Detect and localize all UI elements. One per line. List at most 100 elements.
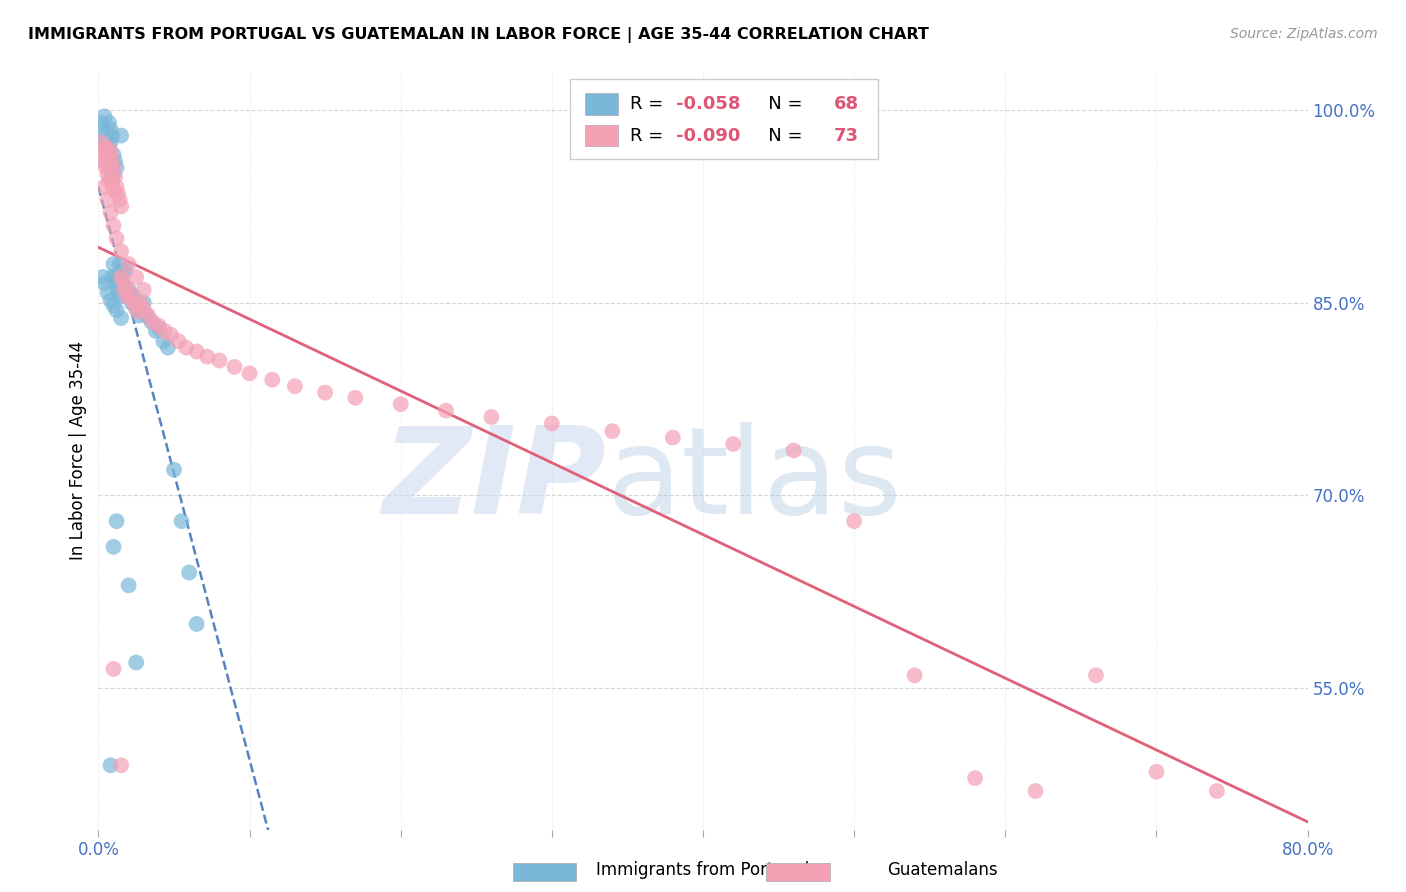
Point (108, 193, 131, 207)
Point (105, 303, 128, 318)
Point (105, 277, 128, 291)
Point (160, 327, 183, 342)
Point (179, 566, 201, 580)
Point (93, 141, 115, 155)
Point (96, 193, 118, 207)
Point (156, 341, 179, 355)
Point (141, 315, 163, 329)
Point (174, 341, 197, 355)
Point (783, 443, 806, 458)
Text: -0.058: -0.058 (676, 95, 741, 113)
Point (91, 270, 114, 285)
Point (163, 463, 186, 477)
Point (110, 270, 132, 285)
Point (114, 263, 136, 277)
Point (100, 144, 122, 158)
Point (94, 148, 117, 162)
Point (121, 295, 143, 310)
Point (112, 283, 135, 297)
Point (110, 244, 132, 259)
Point (101, 128, 124, 143)
Point (540, 417, 562, 431)
Point (108, 289, 131, 303)
Point (110, 199, 132, 213)
Point (115, 289, 138, 303)
Point (170, 514, 193, 528)
Point (152, 334, 174, 349)
Point (98, 154, 121, 169)
FancyBboxPatch shape (585, 94, 619, 114)
Point (103, 219, 125, 233)
Point (100, 122, 122, 136)
Point (96, 285, 118, 300)
Point (104, 169, 127, 184)
Point (124, 298, 146, 312)
Point (118, 285, 141, 300)
Point (145, 324, 167, 338)
Point (262, 373, 284, 387)
Point (90, 116, 112, 130)
Point (120, 289, 142, 303)
Point (105, 231, 128, 245)
Point (132, 295, 155, 310)
Point (1085, 668, 1108, 682)
Point (111, 272, 134, 286)
Point (195, 350, 218, 364)
Point (224, 359, 246, 374)
Point (96, 135, 118, 149)
Point (844, 514, 866, 528)
Point (108, 257, 131, 271)
Point (98, 141, 121, 155)
Point (114, 280, 136, 294)
Point (96, 141, 118, 155)
Point (101, 154, 124, 169)
Point (107, 283, 129, 297)
Point (100, 161, 122, 175)
Point (148, 321, 170, 335)
Point (100, 758, 122, 772)
Point (129, 295, 152, 310)
Point (100, 293, 122, 307)
Point (602, 424, 624, 438)
Point (103, 167, 125, 181)
Point (107, 186, 129, 201)
Point (100, 135, 122, 149)
Point (125, 656, 148, 670)
Point (111, 277, 134, 291)
Point (239, 367, 262, 381)
Point (110, 758, 132, 772)
Point (965, 771, 987, 785)
Point (110, 283, 132, 297)
Point (132, 302, 155, 317)
Point (103, 298, 125, 312)
Point (91, 122, 114, 136)
Point (389, 397, 412, 411)
Point (104, 270, 127, 285)
Point (124, 298, 146, 312)
Point (103, 148, 125, 162)
Point (96, 148, 118, 162)
Point (661, 431, 683, 445)
Point (136, 309, 159, 323)
Point (148, 318, 170, 333)
Text: R =: R = (630, 95, 669, 113)
Point (344, 391, 367, 405)
Point (121, 293, 143, 307)
Point (186, 344, 208, 359)
Point (125, 302, 148, 317)
Point (104, 154, 127, 169)
Text: -0.090: -0.090 (676, 127, 741, 145)
Point (132, 283, 155, 297)
Point (481, 410, 503, 425)
Point (314, 385, 336, 400)
Point (101, 173, 124, 187)
Point (128, 309, 150, 323)
FancyBboxPatch shape (569, 79, 879, 159)
Point (904, 668, 927, 682)
Point (111, 263, 134, 277)
Point (98, 154, 121, 169)
Point (112, 283, 135, 297)
FancyBboxPatch shape (585, 125, 619, 146)
Point (118, 578, 141, 592)
Point (96, 167, 118, 181)
